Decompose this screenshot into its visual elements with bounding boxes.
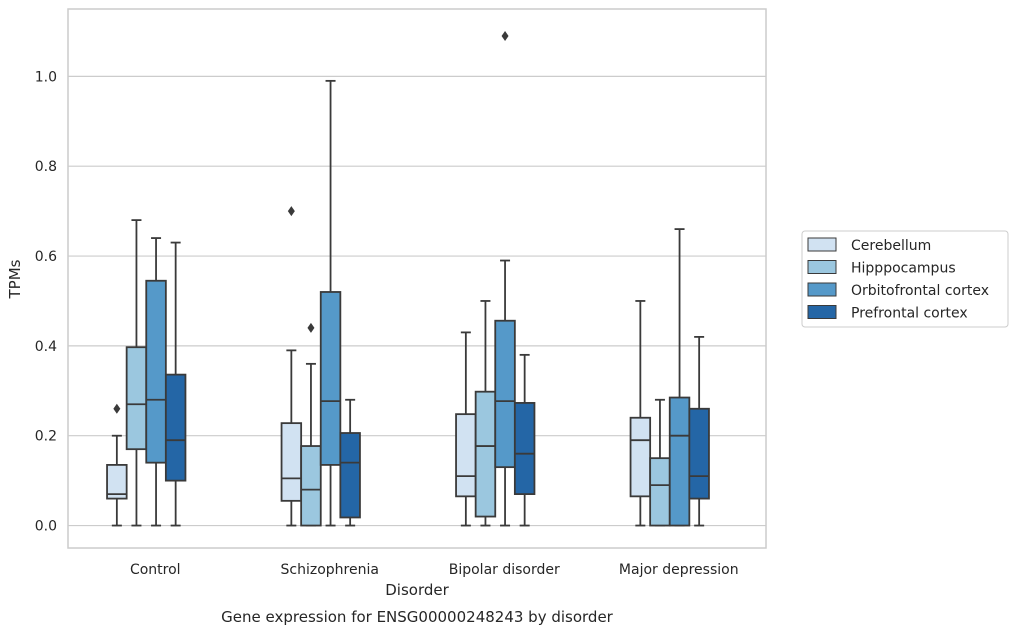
box: [164, 241, 187, 527]
chart-caption: Gene expression for ENSG00000248243 by d…: [221, 608, 614, 626]
legend: Cerebellum Hipppocampus Orbitofrontal cort…: [801, 230, 1009, 328]
box: [145, 237, 167, 527]
box: [668, 228, 691, 527]
box-body: [649, 457, 671, 527]
box-body: [125, 346, 148, 451]
x-tick-label: Control: [130, 562, 181, 578]
box-body: [629, 416, 652, 498]
x-tick-label: Bipolar disorder: [449, 562, 560, 578]
box-body: [668, 396, 691, 527]
box: [649, 398, 671, 527]
outlier-point: [287, 206, 295, 217]
y-axis-label: TPMs: [6, 259, 24, 299]
legend-entry: Prefrontal cortex: [807, 305, 968, 322]
box-body: [280, 422, 303, 502]
box-body: [455, 413, 477, 498]
box: [339, 398, 361, 527]
x-axis-label: Disorder: [385, 581, 449, 599]
outlier-point: [113, 403, 121, 414]
y-tick-label: 0.8: [35, 159, 57, 175]
legend-swatch: [807, 237, 837, 252]
box: [629, 300, 652, 527]
box: [125, 219, 148, 527]
box-series: [106, 30, 710, 527]
legend-label: Hipppocampus: [851, 261, 956, 277]
y-tick-labels: 0.0 0.2 0.4 0.6 0.8 1.0: [35, 69, 57, 534]
box-body: [106, 464, 128, 500]
box-body: [474, 390, 497, 518]
box-body: [164, 373, 187, 482]
y-tick-label: 0.4: [35, 339, 57, 355]
box-body: [513, 402, 536, 495]
x-tick-labels: Control Schizophrenia Bipolar disorder Majo…: [130, 562, 739, 578]
box: [455, 331, 477, 527]
box-body: [688, 407, 710, 500]
box-body: [300, 445, 322, 527]
box: [513, 353, 536, 527]
legend-entry: Orbitofrontal cortex: [807, 282, 989, 299]
box: [494, 30, 516, 527]
outlier-point: [501, 30, 509, 41]
legend-entry: Cerebellum: [807, 237, 931, 254]
legend-label: Orbitofrontal cortex: [851, 283, 989, 299]
box-body: [145, 279, 167, 464]
box-body: [494, 319, 516, 469]
legend-label: Prefrontal cortex: [851, 306, 968, 322]
legend-label: Cerebellum: [851, 238, 931, 254]
box: [688, 335, 710, 527]
y-tick-label: 0.2: [35, 429, 57, 445]
y-tick-label: 1.0: [35, 69, 57, 85]
legend-swatch: [807, 282, 837, 297]
box: [106, 403, 128, 527]
x-tick-label: Schizophrenia: [281, 562, 379, 578]
y-tick-label: 0.6: [35, 249, 57, 265]
box: [474, 300, 497, 527]
x-tick-label: Major depression: [619, 562, 739, 578]
box-body: [339, 432, 361, 519]
legend-frame: [801, 230, 1009, 328]
outlier-point: [307, 322, 315, 333]
box: [300, 322, 322, 527]
box: [319, 79, 342, 527]
legend-entry: Hipppocampus: [807, 260, 956, 277]
box: [280, 206, 303, 527]
legend-swatch: [807, 305, 837, 319]
y-tick-label: 0.0: [35, 519, 57, 535]
box-body: [319, 291, 342, 466]
plot-frame: [67, 8, 767, 549]
legend-swatch: [807, 260, 837, 274]
